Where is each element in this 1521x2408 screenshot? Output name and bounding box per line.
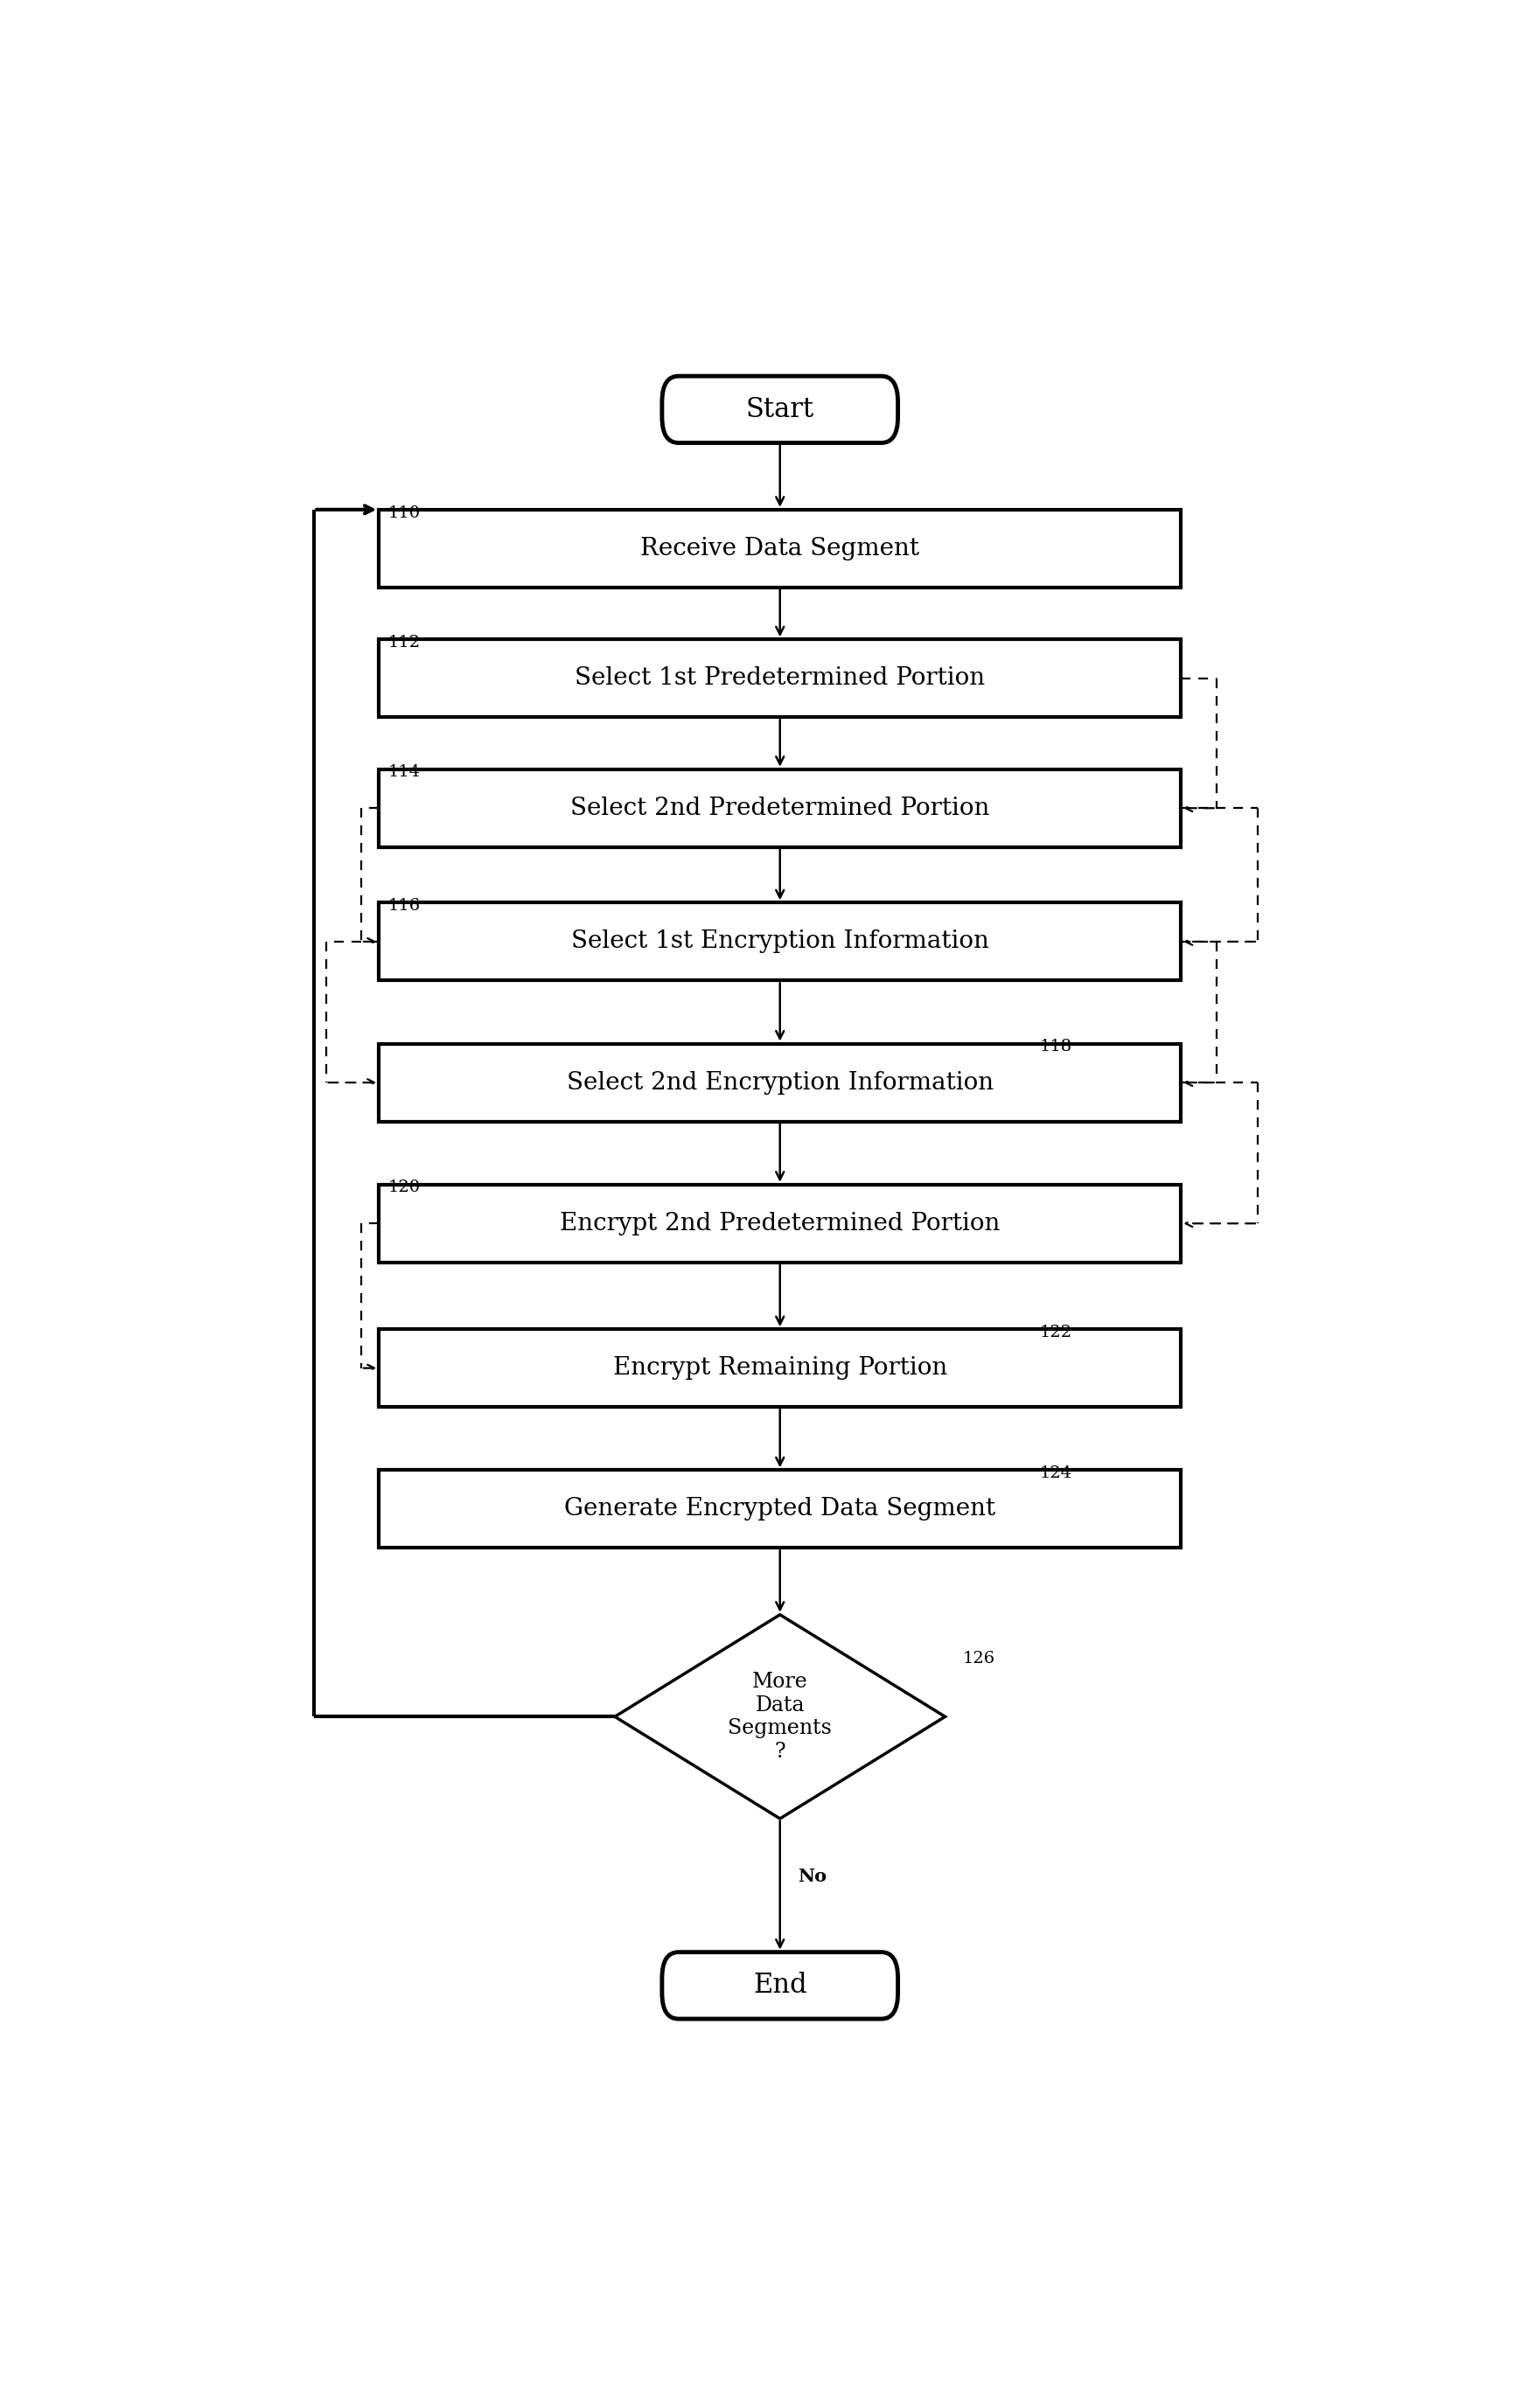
Bar [379,1329,1180,1406]
FancyBboxPatch shape [662,1953,897,2018]
Text: Select 2nd Encryption Information: Select 2nd Encryption Information [566,1072,993,1093]
Bar [379,510,1180,588]
Bar [379,1043,1180,1122]
Text: 122: 122 [1039,1324,1071,1341]
Text: 114: 114 [388,766,421,780]
Bar [379,768,1180,848]
Bar [379,1469,1180,1548]
Text: Encrypt Remaining Portion: Encrypt Remaining Portion [613,1356,946,1380]
Text: 116: 116 [388,898,421,913]
Bar [379,641,1180,718]
Text: 112: 112 [388,636,421,650]
Text: Start: Start [745,395,814,424]
Text: Generate Encrypted Data Segment: Generate Encrypted Data Segment [564,1498,995,1522]
Text: Select 2nd Predetermined Portion: Select 2nd Predetermined Portion [570,797,989,821]
Text: 118: 118 [1039,1038,1071,1055]
Text: Encrypt 2nd Predetermined Portion: Encrypt 2nd Predetermined Portion [560,1211,999,1235]
Polygon shape [614,1616,945,1818]
FancyBboxPatch shape [662,376,897,443]
Text: End: End [753,1972,806,1999]
Text: 120: 120 [388,1180,421,1197]
Bar [379,903,1180,980]
Text: Receive Data Segment: Receive Data Segment [640,537,919,561]
Text: 110: 110 [388,506,421,520]
Text: Select 1st Encryption Information: Select 1st Encryption Information [570,929,989,954]
Bar [379,1185,1180,1262]
Text: 126: 126 [963,1652,995,1666]
Text: 124: 124 [1039,1466,1071,1481]
Text: Select 1st Predetermined Portion: Select 1st Predetermined Portion [575,667,984,691]
Text: More
Data
Segments
?: More Data Segments ? [727,1671,832,1763]
Text: No: No [797,1866,826,1885]
